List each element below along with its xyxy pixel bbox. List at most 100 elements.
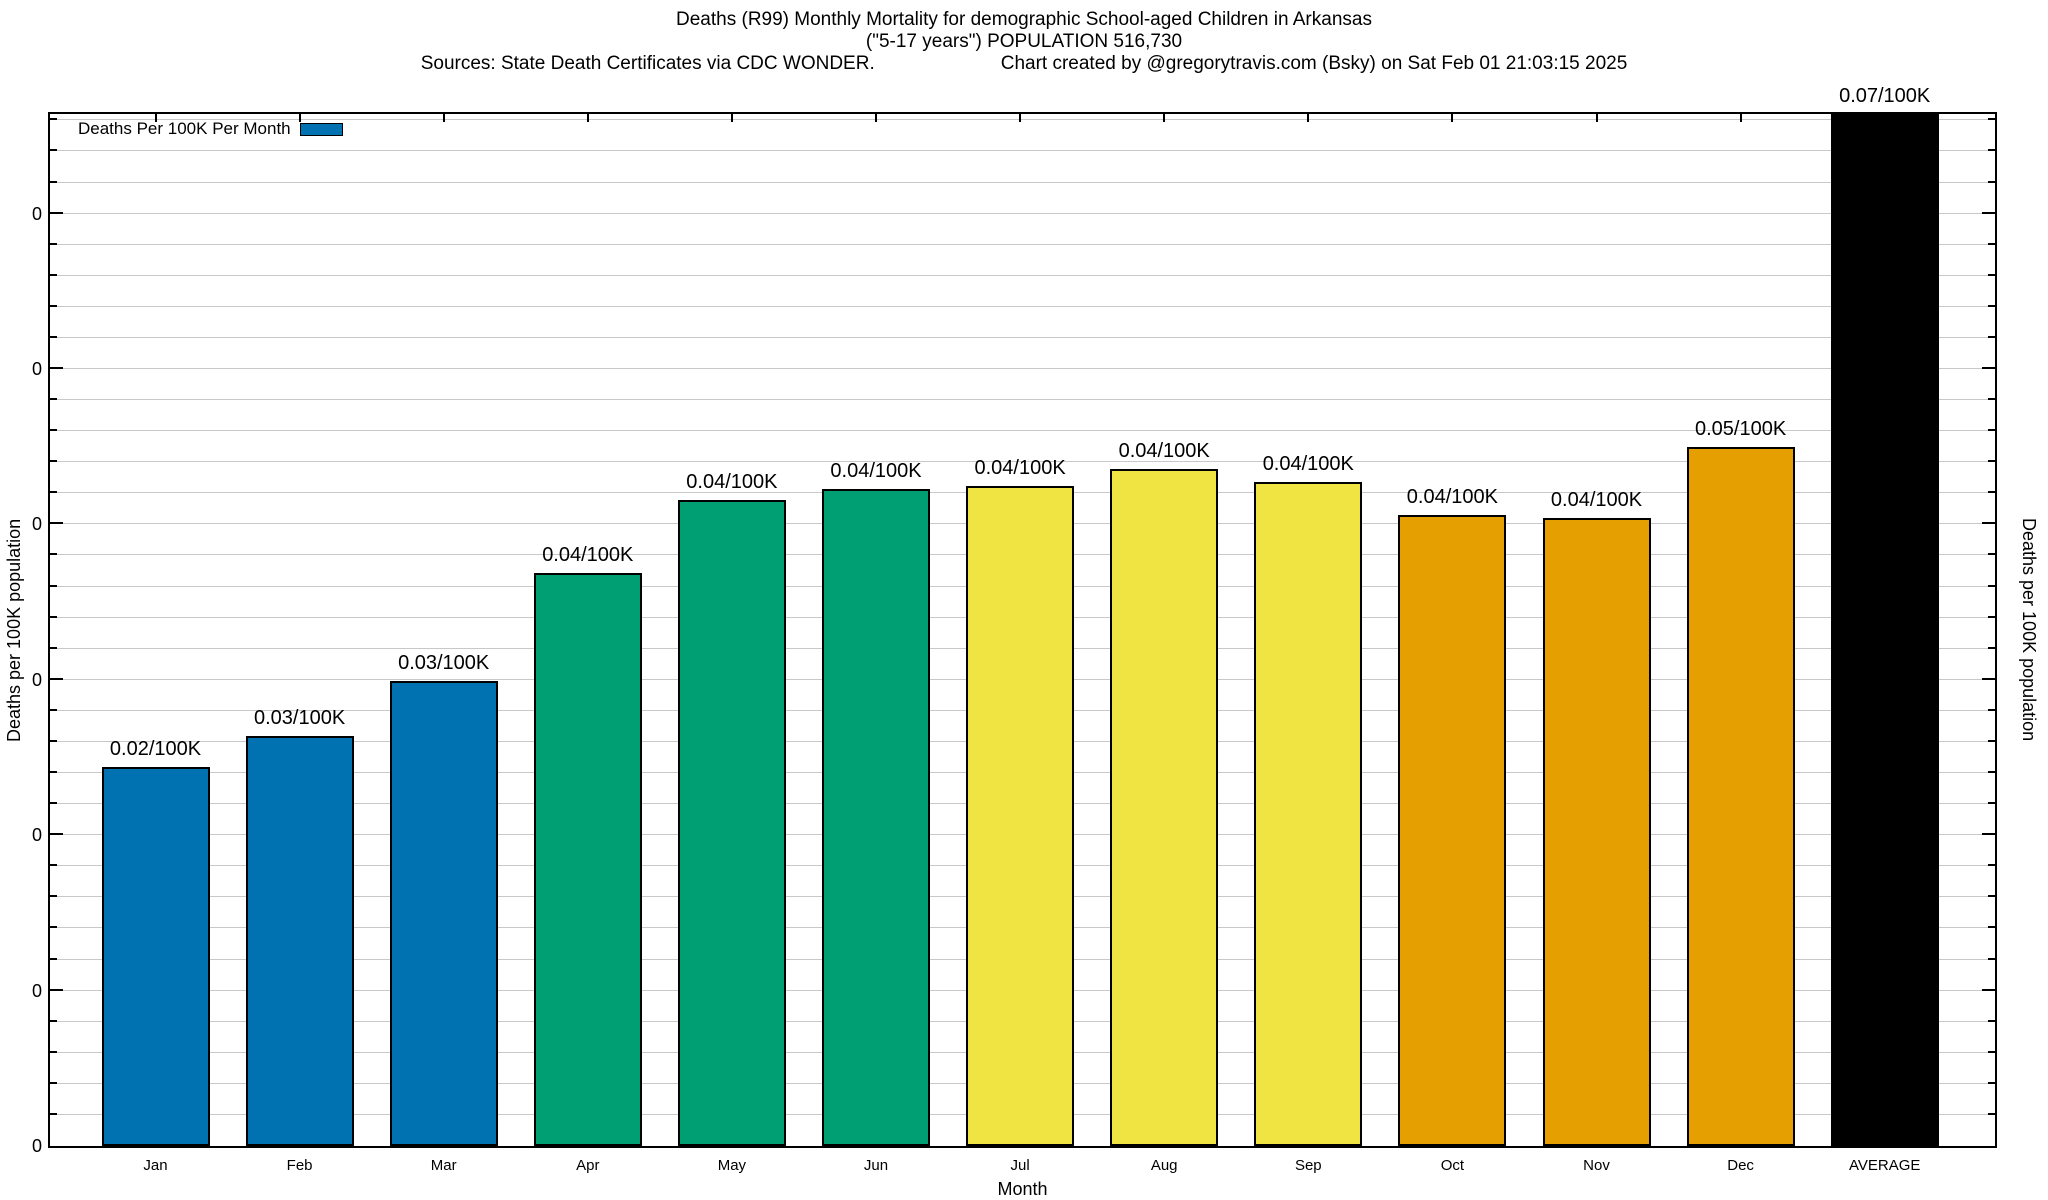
y-axis-tick <box>50 460 57 463</box>
bar-jan <box>101 766 210 1146</box>
y-axis-tick-mirror <box>1988 895 1995 898</box>
x-tick-label-aug: Aug <box>1150 1157 1178 1174</box>
y-axis-tick <box>50 367 63 369</box>
x-axis-tick-top <box>298 114 301 122</box>
legend-label: Deaths Per 100K Per Month <box>78 119 291 138</box>
y-axis-tick-mirror <box>1988 304 1995 307</box>
bar-value-label-sep: 0.04/100K <box>1262 453 1354 476</box>
y-axis-tick-mirror <box>1988 273 1995 276</box>
y-tick-label: 0 <box>31 1136 42 1156</box>
y-axis-tick-mirror <box>1988 460 1995 463</box>
x-tick-label-may: May <box>717 1157 747 1174</box>
y-axis-tick <box>50 553 57 556</box>
y-axis-tick <box>50 739 57 742</box>
x-axis-tick-top <box>586 114 589 122</box>
bar-value-label-apr: 0.04/100K <box>542 543 634 566</box>
y-axis-tick-mirror <box>1988 1081 1995 1084</box>
y-axis-tick <box>50 1019 57 1022</box>
chart-subtitle: ("5-17 years") POPULATION 516,730 <box>865 31 1183 52</box>
gridline <box>50 119 1995 121</box>
y-axis-tick <box>50 335 57 338</box>
x-axis-tick-top <box>1739 114 1742 122</box>
y-axis-tick <box>50 1081 57 1084</box>
y-axis-tick-mirror <box>1988 491 1995 494</box>
y-axis-tick <box>50 398 57 401</box>
bar-value-label-average: 0.07/100K <box>1839 85 1931 107</box>
x-axis-tick-top <box>154 114 157 122</box>
bar-apr <box>533 572 642 1146</box>
y-axis-tick <box>50 180 57 183</box>
y-axis-tick <box>50 522 63 525</box>
y-axis-tick-mirror <box>1982 988 1995 991</box>
bar-value-label-oct: 0.04/100K <box>1406 486 1498 509</box>
gridline <box>50 150 1995 152</box>
legend-swatch <box>299 122 343 136</box>
chart-title: Deaths (R99) Monthly Mortality for demog… <box>676 9 1372 30</box>
y-axis-tick <box>50 118 57 121</box>
x-tick-label-nov: Nov <box>1583 1157 1610 1174</box>
y-axis-tick <box>50 584 57 587</box>
gridline <box>50 461 1995 463</box>
y-axis-tick <box>50 895 57 898</box>
y-tick-label: 0 <box>31 825 42 846</box>
y-tick-label: 0 <box>31 980 42 1001</box>
y-axis-tick-mirror <box>1988 864 1995 867</box>
x-axis-title: Month <box>997 1179 1048 1199</box>
x-axis-tick-top <box>1451 114 1454 122</box>
gridline <box>50 181 1995 183</box>
y-axis-tick-mirror <box>1988 957 1995 960</box>
title-block: Deaths (R99) Monthly Mortality for demog… <box>0 9 2048 75</box>
y-axis-tick <box>50 864 57 867</box>
y-axis-tick-mirror <box>1988 739 1995 742</box>
y-tick-label: 0 <box>31 669 42 690</box>
x-axis-tick-top <box>1307 114 1310 122</box>
gridline <box>50 274 1995 276</box>
y-axis-tick <box>50 491 57 494</box>
bar-jul <box>966 485 1075 1146</box>
y-axis-tick <box>50 1112 57 1115</box>
x-axis-tick-top <box>875 114 877 122</box>
bar-may <box>677 499 786 1146</box>
x-axis-tick-top <box>1019 114 1022 122</box>
bar-aug <box>1110 468 1219 1146</box>
y-axis-tick-mirror <box>1988 242 1995 245</box>
bar-value-label-dec: 0.05/100K <box>1694 417 1787 440</box>
gridline <box>50 243 1995 245</box>
gridline <box>50 305 1995 307</box>
y-axis-tick <box>50 1050 57 1053</box>
chart-sources: Sources: State Death Certificates via CD… <box>420 53 875 74</box>
y-axis-tick-mirror <box>1988 802 1995 805</box>
bar-feb <box>245 735 354 1146</box>
y-tick-label: 0 <box>31 359 42 379</box>
y-axis-tick-mirror <box>1982 211 1995 214</box>
y-axis-tick <box>50 211 63 214</box>
source-credit-line: Sources: State Death Certificates via CD… <box>0 53 2048 75</box>
y-tick-label: 0 <box>31 514 42 535</box>
gridline <box>50 212 1995 214</box>
y-axis-tick-mirror <box>1988 149 1995 152</box>
x-axis-tick-top <box>1163 114 1166 122</box>
y-axis-tick <box>50 304 57 307</box>
y-axis-tick-mirror <box>1982 677 1995 680</box>
bar-oct <box>1398 515 1507 1146</box>
y-axis-tick <box>50 771 57 774</box>
gridline <box>50 430 1995 432</box>
y-axis-tick <box>50 957 57 960</box>
y-axis-tick-mirror <box>1988 771 1995 774</box>
bar-average <box>1830 114 1939 1146</box>
y-axis-tick-mirror <box>1988 1112 1995 1115</box>
y-axis-tick-mirror <box>1988 553 1995 556</box>
y-axis-tick <box>50 149 57 152</box>
x-tick-label-jul: Jul <box>1010 1157 1030 1174</box>
x-tick-label-sep: Sep <box>1294 1157 1322 1174</box>
y-axis-tick <box>50 708 57 711</box>
y-axis-tick <box>50 833 63 836</box>
x-tick-label-dec: Dec <box>1727 1157 1754 1174</box>
bar-jun <box>822 488 930 1146</box>
y-axis-tick-mirror <box>1982 833 1995 836</box>
y-axis-tick <box>50 802 57 805</box>
bar-sep <box>1254 482 1363 1146</box>
y-axis-tick <box>50 677 63 680</box>
x-tick-label-feb: Feb <box>286 1157 313 1174</box>
